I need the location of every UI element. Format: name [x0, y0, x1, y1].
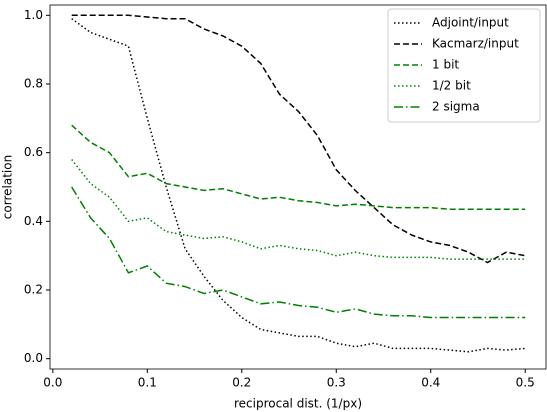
- x-tick-label: 0.3: [327, 376, 346, 390]
- legend-label: Adjoint/input: [432, 16, 509, 30]
- x-tick-label: 0.0: [43, 376, 62, 390]
- legend-label: 1/2 bit: [432, 79, 471, 93]
- x-tick-label: 0.4: [421, 376, 440, 390]
- y-tick-label: 0.0: [24, 351, 43, 365]
- x-tick-label: 0.5: [516, 376, 535, 390]
- y-tick-label: 0.6: [24, 145, 43, 159]
- series-line: [71, 186, 526, 319]
- x-tick-label: 0.2: [232, 376, 251, 390]
- x-axis-label: reciprocal dist. (1/px): [234, 397, 362, 411]
- y-tick-label: 1.0: [24, 8, 43, 22]
- y-axis-label: correlation: [1, 155, 15, 219]
- legend-label: 2 sigma: [432, 100, 480, 114]
- legend: Adjoint/input Kacmarz/input 1 bit 1/2 bit 2 …: [387, 8, 541, 123]
- legend-label: Kacmarz/input: [432, 37, 519, 51]
- series-line: [71, 159, 526, 260]
- series-line: [71, 18, 526, 353]
- y-tick-label: 0.8: [24, 76, 43, 90]
- series-line: [71, 14, 526, 264]
- legend-box: [387, 8, 541, 123]
- series-line: [71, 124, 526, 211]
- y-tick-label: 0.4: [24, 214, 43, 228]
- y-tick-label: 0.2: [24, 283, 43, 297]
- plot-frame: [49, 4, 547, 370]
- legend-label: 1 bit: [432, 58, 459, 72]
- x-tick-label: 0.1: [138, 376, 157, 390]
